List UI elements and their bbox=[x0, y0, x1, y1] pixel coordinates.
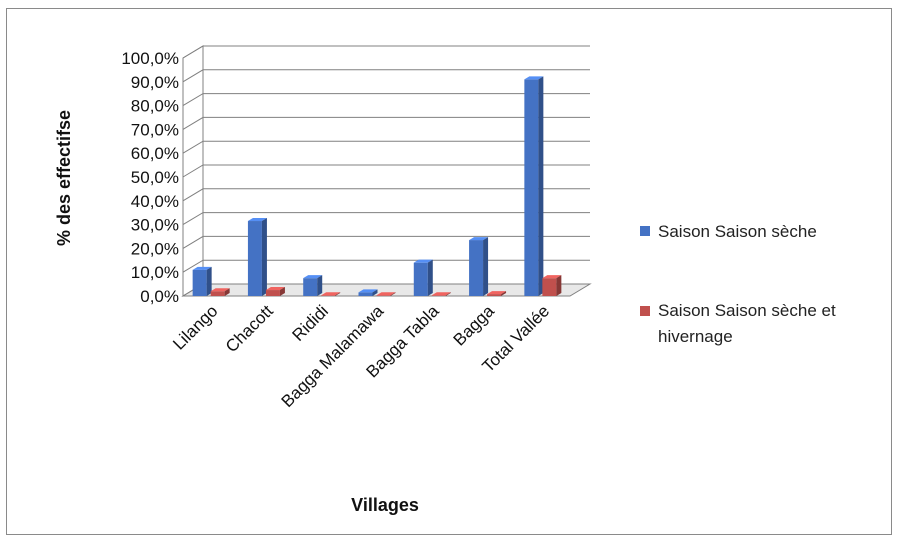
x-tick-label: Rididi bbox=[289, 301, 333, 345]
bar-top bbox=[303, 275, 323, 279]
gridline bbox=[182, 45, 590, 59]
bar bbox=[542, 278, 557, 296]
bar bbox=[469, 240, 484, 296]
bar bbox=[303, 278, 318, 296]
bar bbox=[265, 290, 280, 296]
bar-side bbox=[224, 288, 230, 296]
grid-layer bbox=[181, 45, 592, 297]
x-tick-label: Bagga Malamawa bbox=[278, 301, 388, 411]
legend-entry-series-1: Saison Saison sèche bbox=[640, 222, 817, 242]
y-tick-labels: 0,0% 10,0% 20,0% 30,0% 40,0% 50,0% 60,0% 70,0% 8… bbox=[121, 49, 179, 306]
bar-top bbox=[413, 259, 433, 263]
x-tick-label: Bagga bbox=[450, 301, 499, 350]
x-tick-label: Chacott bbox=[222, 301, 277, 356]
gridline bbox=[182, 93, 590, 107]
bar-side bbox=[261, 218, 267, 296]
bar-top bbox=[210, 288, 230, 292]
bar-side bbox=[279, 287, 285, 296]
bar-top bbox=[247, 218, 267, 222]
y-tick-label: 30,0% bbox=[131, 216, 179, 235]
bar-top bbox=[542, 275, 562, 279]
bar bbox=[524, 79, 539, 296]
bar-top bbox=[321, 292, 341, 296]
bar bbox=[192, 269, 207, 296]
y-axis-label: % des effectifse bbox=[54, 110, 74, 246]
bar-side bbox=[556, 275, 562, 296]
gridline bbox=[182, 188, 590, 202]
bar-top bbox=[358, 289, 378, 293]
bar-side bbox=[538, 76, 544, 296]
bar-top bbox=[524, 76, 544, 80]
legend-swatch-blue bbox=[640, 226, 650, 236]
y-tick-label: 10,0% bbox=[131, 263, 179, 282]
chart-frame bbox=[6, 8, 892, 535]
x-tick-label: Lilango bbox=[169, 301, 221, 353]
legend-swatch-red bbox=[640, 306, 650, 316]
bar bbox=[431, 295, 446, 296]
x-axis-label: Villages bbox=[351, 495, 419, 515]
bar bbox=[247, 221, 262, 296]
bar-side bbox=[335, 292, 341, 296]
bars-layer bbox=[192, 76, 562, 296]
bar-side bbox=[206, 266, 212, 296]
y-tick-label: 90,0% bbox=[131, 73, 179, 92]
bar bbox=[358, 292, 373, 296]
bar-side bbox=[501, 291, 507, 296]
legend-entry-series-2: Saison Saison sèche et hivernage bbox=[640, 298, 890, 350]
y-tick-label: 0,0% bbox=[140, 287, 179, 306]
gridline bbox=[182, 140, 590, 154]
y-tick-label: 20,0% bbox=[131, 239, 179, 258]
legend-label: Saison Saison sèche bbox=[658, 222, 817, 241]
gridline bbox=[182, 164, 590, 178]
bar bbox=[210, 291, 225, 296]
gridline bbox=[182, 116, 590, 130]
bar-top bbox=[487, 291, 507, 295]
gridline bbox=[182, 259, 590, 273]
bar-top bbox=[265, 287, 285, 291]
gridline bbox=[182, 69, 590, 83]
bar bbox=[487, 294, 502, 296]
legend-label: Saison Saison sèche et hivernage bbox=[658, 301, 836, 346]
bar bbox=[413, 262, 428, 296]
bar-top bbox=[431, 292, 451, 296]
bar-side bbox=[372, 289, 378, 296]
bar-side bbox=[445, 292, 451, 296]
y-tick-label: 80,0% bbox=[131, 97, 179, 116]
gridline bbox=[182, 235, 590, 249]
bar bbox=[321, 295, 336, 296]
y-tick-label: 100,0% bbox=[121, 49, 179, 68]
y-tick-label: 60,0% bbox=[131, 144, 179, 163]
bar-top bbox=[192, 266, 212, 270]
bar-top bbox=[469, 237, 489, 241]
y-tick-label: 70,0% bbox=[131, 120, 179, 139]
bar-side bbox=[390, 292, 396, 296]
bar bbox=[376, 295, 391, 296]
bar-top bbox=[376, 292, 396, 296]
bar-side bbox=[317, 275, 323, 296]
bar-side bbox=[483, 237, 489, 296]
y-tick-label: 40,0% bbox=[131, 192, 179, 211]
y-tick-label: 50,0% bbox=[131, 168, 179, 187]
bar-side bbox=[427, 259, 433, 296]
gridline bbox=[182, 212, 590, 226]
